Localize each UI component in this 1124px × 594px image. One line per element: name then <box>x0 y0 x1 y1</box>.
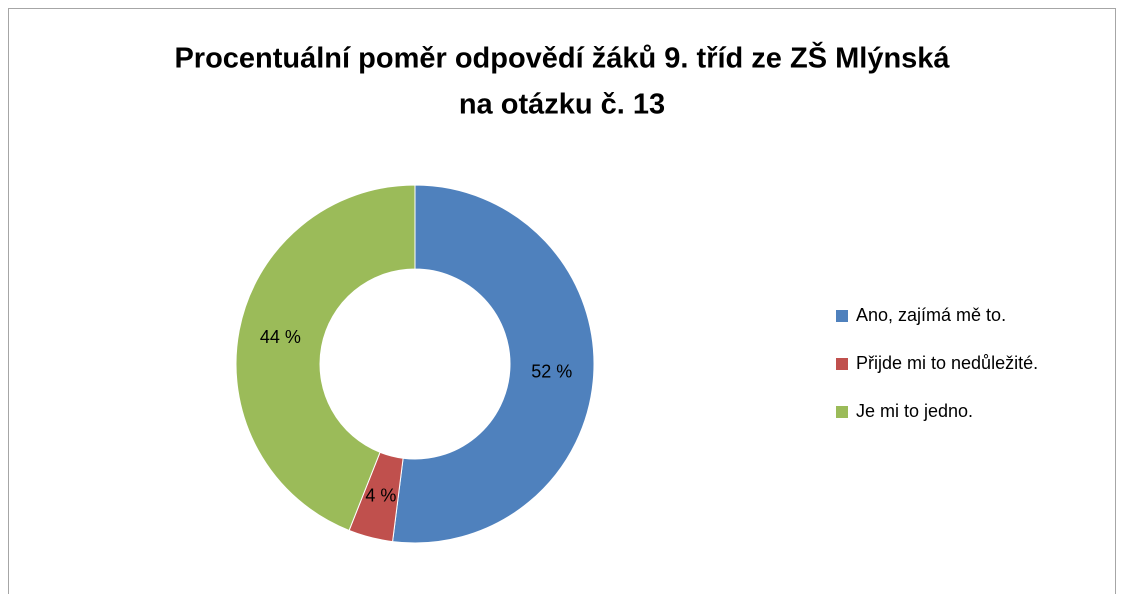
legend-label: Je mi to jedno. <box>856 401 973 421</box>
data-label: 4 % <box>365 485 396 505</box>
legend-swatch <box>836 310 848 322</box>
legend-swatch <box>836 358 848 370</box>
chart-title: na otázku č. 13 <box>459 89 665 121</box>
legend-label: Ano, zajímá mě to. <box>856 305 1006 325</box>
data-label: 44 % <box>260 327 301 347</box>
donut-segment <box>235 184 416 532</box>
data-label: 52 % <box>531 361 572 381</box>
legend-label: Přijde mi to nedůležité. <box>856 353 1038 373</box>
donut-segment <box>392 184 595 544</box>
legend-swatch <box>836 406 848 418</box>
chart-title: Procentuální poměr odpovědí žáků 9. tříd… <box>174 41 950 75</box>
